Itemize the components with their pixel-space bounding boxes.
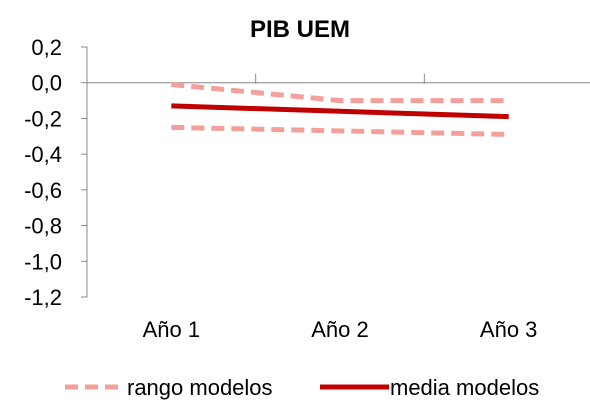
series-lines [171,82,509,137]
x-category-label: Año 1 [143,317,201,342]
x-category-label: Año 2 [311,317,369,342]
y-tick-label: -1,2 [24,285,62,310]
x-category-label: Año 3 [480,317,538,342]
y-tick-label: -0,2 [24,106,62,131]
chart-title: PIB UEM [250,16,350,43]
y-tick-label: 0,0 [31,71,62,96]
y-tick-labels: 0,2 0,0 -0,2 -0,4 -0,6 -0,8 -1,0 -1,2 [24,35,62,310]
legend-range-label: rango modelos [127,375,273,400]
y-tick-label: -0,4 [24,142,62,167]
legend: rango modelos media modelos [65,375,539,400]
y-tick-label: 0,2 [31,35,62,60]
axes [81,46,590,298]
x-category-labels: Año 1 Año 2 Año 3 [143,317,538,342]
series-line-mean [171,103,509,120]
y-tick-label: -0,6 [24,178,62,203]
series-line-range-upper [171,82,509,104]
legend-mean-label: media modelos [390,375,539,400]
y-tick-label: -1,0 [24,249,62,274]
series-line-range-lower [171,124,509,137]
y-tick-label: -0,8 [24,214,62,239]
